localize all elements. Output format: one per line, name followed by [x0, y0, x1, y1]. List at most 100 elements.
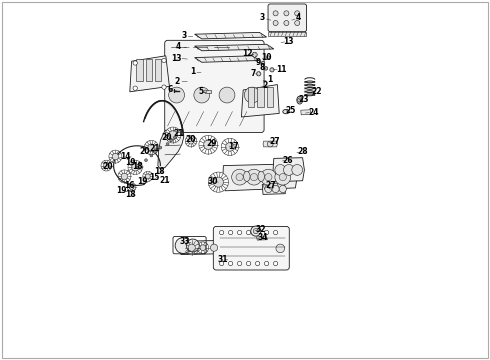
Circle shape — [128, 160, 143, 175]
Circle shape — [185, 240, 199, 255]
Circle shape — [197, 242, 209, 253]
Polygon shape — [195, 56, 259, 62]
Text: 20: 20 — [140, 147, 150, 156]
Text: 18: 18 — [125, 190, 136, 199]
Circle shape — [275, 165, 286, 175]
Text: 12: 12 — [242, 49, 252, 58]
Polygon shape — [158, 130, 184, 169]
Ellipse shape — [244, 171, 250, 181]
Circle shape — [236, 174, 243, 181]
Circle shape — [264, 67, 268, 70]
Text: 16: 16 — [124, 181, 135, 190]
Bar — [136, 59, 143, 81]
Circle shape — [173, 136, 176, 139]
Circle shape — [132, 164, 139, 171]
Circle shape — [162, 85, 166, 89]
Circle shape — [208, 172, 228, 192]
Text: 26: 26 — [282, 156, 293, 165]
Circle shape — [210, 244, 218, 251]
Polygon shape — [301, 110, 311, 115]
Circle shape — [261, 169, 276, 185]
Bar — [248, 87, 254, 107]
Circle shape — [245, 87, 260, 103]
Bar — [269, 32, 306, 36]
Circle shape — [275, 169, 291, 185]
Text: 21: 21 — [160, 176, 171, 185]
Circle shape — [129, 185, 134, 189]
Circle shape — [246, 169, 262, 185]
Polygon shape — [273, 158, 304, 182]
Text: 2: 2 — [174, 77, 179, 85]
Circle shape — [220, 261, 224, 266]
Text: 32: 32 — [256, 225, 266, 234]
Circle shape — [284, 21, 289, 26]
Circle shape — [276, 244, 285, 253]
Circle shape — [162, 58, 166, 63]
Circle shape — [121, 173, 127, 180]
Text: 21: 21 — [149, 144, 160, 153]
Circle shape — [127, 183, 136, 192]
Circle shape — [268, 141, 273, 147]
Ellipse shape — [258, 171, 265, 181]
Circle shape — [204, 90, 207, 93]
Circle shape — [139, 162, 142, 165]
Circle shape — [265, 230, 269, 235]
Polygon shape — [180, 240, 220, 255]
Bar — [146, 59, 152, 81]
Circle shape — [294, 21, 300, 26]
Text: 19: 19 — [117, 186, 127, 195]
Circle shape — [175, 238, 191, 253]
Circle shape — [186, 239, 199, 252]
Circle shape — [145, 174, 150, 179]
Text: 24: 24 — [308, 108, 318, 117]
Text: 13: 13 — [172, 54, 182, 63]
Text: 7: 7 — [250, 69, 256, 78]
Circle shape — [112, 153, 119, 160]
Text: 2: 2 — [263, 81, 268, 90]
Circle shape — [101, 160, 112, 171]
Circle shape — [251, 226, 261, 236]
Circle shape — [273, 261, 278, 266]
Circle shape — [284, 165, 294, 175]
Text: 19: 19 — [125, 158, 136, 167]
Text: 13: 13 — [283, 37, 294, 46]
Text: 33: 33 — [180, 238, 191, 246]
Text: 4: 4 — [295, 13, 301, 22]
Text: 10: 10 — [261, 53, 272, 62]
Text: 34: 34 — [258, 233, 268, 242]
Circle shape — [294, 11, 300, 16]
Ellipse shape — [297, 96, 303, 104]
Circle shape — [199, 135, 218, 154]
Polygon shape — [263, 141, 277, 147]
Text: 20: 20 — [102, 162, 113, 171]
Circle shape — [159, 146, 162, 149]
Circle shape — [153, 150, 156, 153]
FancyBboxPatch shape — [268, 4, 307, 32]
Text: 1: 1 — [267, 76, 272, 85]
Text: 20: 20 — [185, 135, 196, 144]
Text: 28: 28 — [297, 148, 308, 156]
Circle shape — [272, 185, 279, 193]
Circle shape — [143, 171, 153, 181]
Circle shape — [166, 143, 169, 145]
Circle shape — [267, 56, 270, 59]
Text: 3: 3 — [260, 13, 265, 22]
Text: 11: 11 — [276, 65, 286, 74]
Circle shape — [194, 87, 210, 103]
Polygon shape — [130, 56, 170, 92]
Circle shape — [270, 68, 274, 72]
Bar — [155, 59, 162, 81]
Circle shape — [279, 174, 286, 181]
Circle shape — [145, 159, 147, 162]
Circle shape — [255, 261, 260, 266]
Circle shape — [250, 174, 258, 181]
Circle shape — [148, 144, 155, 151]
Text: 21: 21 — [173, 129, 184, 138]
Circle shape — [169, 131, 177, 139]
Circle shape — [144, 140, 159, 155]
Bar — [205, 90, 211, 93]
Circle shape — [109, 150, 122, 163]
Text: 8: 8 — [260, 63, 265, 72]
Circle shape — [246, 230, 251, 235]
Text: 18: 18 — [132, 162, 143, 171]
